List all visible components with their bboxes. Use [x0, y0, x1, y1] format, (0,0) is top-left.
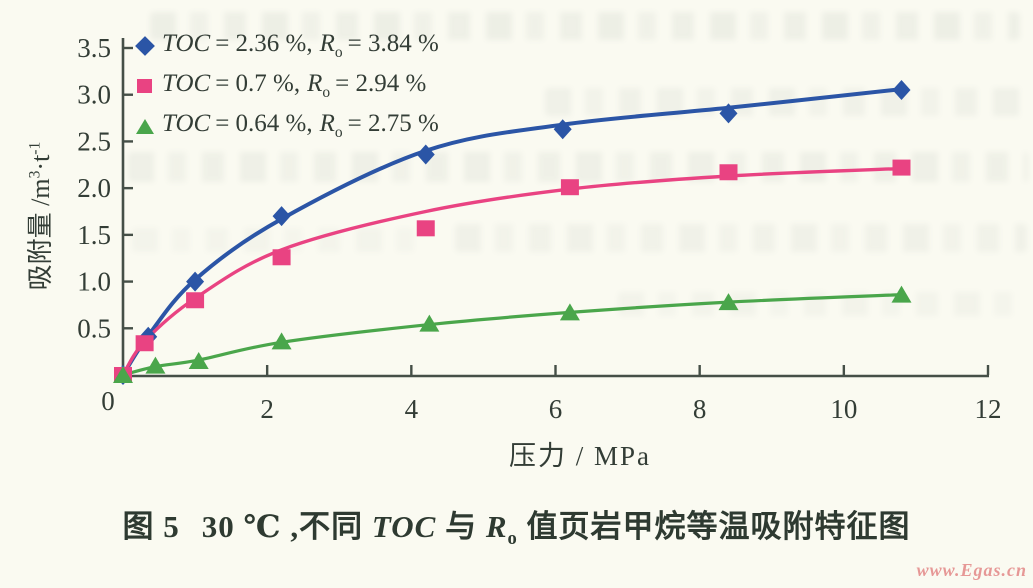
y-tick-label: 2.0 [77, 173, 111, 203]
legend-var-ro-sub: o [322, 84, 331, 101]
data-point-diamond [186, 271, 205, 292]
legend-var-toc: TOC [162, 110, 211, 137]
legend-label: TOC = 2.36 %, Ro = 3.84 % [162, 30, 439, 62]
legend-var-ro-sub: o [334, 44, 343, 61]
caption-text: 与 [436, 509, 486, 544]
legend-value: = 3.84 % [347, 30, 439, 57]
x-tick-label: 10 [830, 394, 857, 424]
data-point-triangle [113, 366, 133, 383]
y-axis-title-sup: -1 [26, 141, 44, 155]
caption-var-toc: TOC [371, 509, 437, 544]
data-point-diamond [553, 119, 572, 140]
data-point-triangle [891, 285, 912, 303]
x-tick-label: 6 [549, 394, 563, 424]
data-point-square [416, 220, 435, 237]
legend-value: = 2.94 % [335, 70, 427, 97]
y-axis-title-text: 吸附量 /m [26, 178, 55, 291]
y-axis-title-text: ·t [26, 154, 55, 171]
y-tick-label: 3.0 [77, 80, 111, 110]
data-point-diamond [416, 144, 435, 165]
caption-var-ro-sub: o [507, 528, 518, 550]
series-curve-1 [121, 166, 904, 377]
legend-var-ro: R [307, 70, 323, 97]
legend-value: = 2.75 % [347, 110, 439, 137]
caption-text: 值页岩甲烷等温吸附特征图 [517, 509, 911, 544]
y-axis-title-sup: 3 [26, 170, 44, 179]
legend-var-toc: TOC [162, 30, 211, 57]
figure-number: 图 5 [122, 509, 180, 544]
isotherm-chart: 2 4 6 8 10 12 0.5 1.0 1.5 2.0 2.5 3.0 3.5 0 吸附量 /m3·t… [20, 26, 1002, 471]
data-point-square [560, 179, 579, 196]
x-tick-label: 4 [405, 394, 419, 424]
data-point-triangle [718, 293, 739, 311]
legend-value: = 0.7 %, [215, 70, 301, 97]
legend-label: TOC = 0.7 %, Ro = 2.94 % [162, 70, 426, 102]
y-tick-label: 3.5 [77, 33, 111, 63]
legend-var-ro: R [319, 30, 335, 57]
x-tick-label: 12 [975, 394, 1002, 424]
legend-var-ro: R [319, 110, 335, 137]
data-point-square [272, 249, 291, 266]
data-point-diamond [272, 206, 291, 227]
x-axis-title: 压力 / MPa [508, 441, 651, 471]
triangle-marker-icon [136, 118, 154, 134]
y-tick-label: 1.5 [77, 220, 111, 250]
y-tick-label: 2.5 [77, 126, 111, 156]
data-point-square [135, 335, 154, 352]
y-tick-label: 0.5 [77, 313, 111, 343]
data-point-triangle [559, 303, 580, 321]
caption-text: 30 ℃ ,不同 [201, 509, 372, 544]
data-point-square [719, 164, 738, 181]
y-axis-title: 吸附量 /m3·t-1 [20, 104, 56, 328]
series-curve-2 [121, 293, 904, 377]
data-point-square [892, 159, 911, 176]
legend-item: TOC = 0.64 %, Ro = 2.75 % [136, 106, 439, 146]
legend-value: = 0.64 %, [215, 110, 313, 137]
origin-tick-label: 0 [101, 386, 115, 416]
legend-value: = 2.36 %, [215, 30, 313, 57]
caption-var-ro: R [485, 509, 508, 544]
data-point-triangle [145, 356, 166, 374]
x-tick-label: 2 [260, 394, 274, 424]
legend-label: TOC = 0.64 %, Ro = 2.75 % [162, 110, 439, 142]
legend-item: TOC = 0.7 %, Ro = 2.94 % [136, 66, 439, 106]
legend-var-toc: TOC [162, 70, 211, 97]
data-point-triangle [188, 351, 209, 369]
data-point-diamond [892, 80, 911, 101]
legend-item: TOC = 2.36 %, Ro = 3.84 % [135, 26, 439, 66]
legend-var-ro-sub: o [334, 124, 343, 141]
x-tick-label: 8 [693, 394, 707, 424]
y-tick-label: 1.0 [77, 267, 111, 297]
chart-plot-area: 2 4 6 8 10 12 0.5 1.0 1.5 2.0 2.5 3.0 3.5 0 [77, 33, 1002, 424]
watermark: www.Egas.cn [916, 560, 1027, 580]
data-point-diamond [719, 103, 738, 124]
data-point-triangle [271, 332, 292, 350]
square-marker-icon [137, 79, 152, 93]
chart-legend: TOC = 2.36 %, Ro = 3.84 % TOC = 0.7 %, Ro = 2.… [135, 26, 439, 146]
data-point-square [186, 292, 205, 309]
diamond-marker-icon [135, 36, 155, 56]
data-point-triangle [419, 314, 440, 332]
figure-caption: 图 5 30 ℃ ,不同 TOC 与 Ro 值页岩甲烷等温吸附特征图 [0, 501, 1033, 550]
